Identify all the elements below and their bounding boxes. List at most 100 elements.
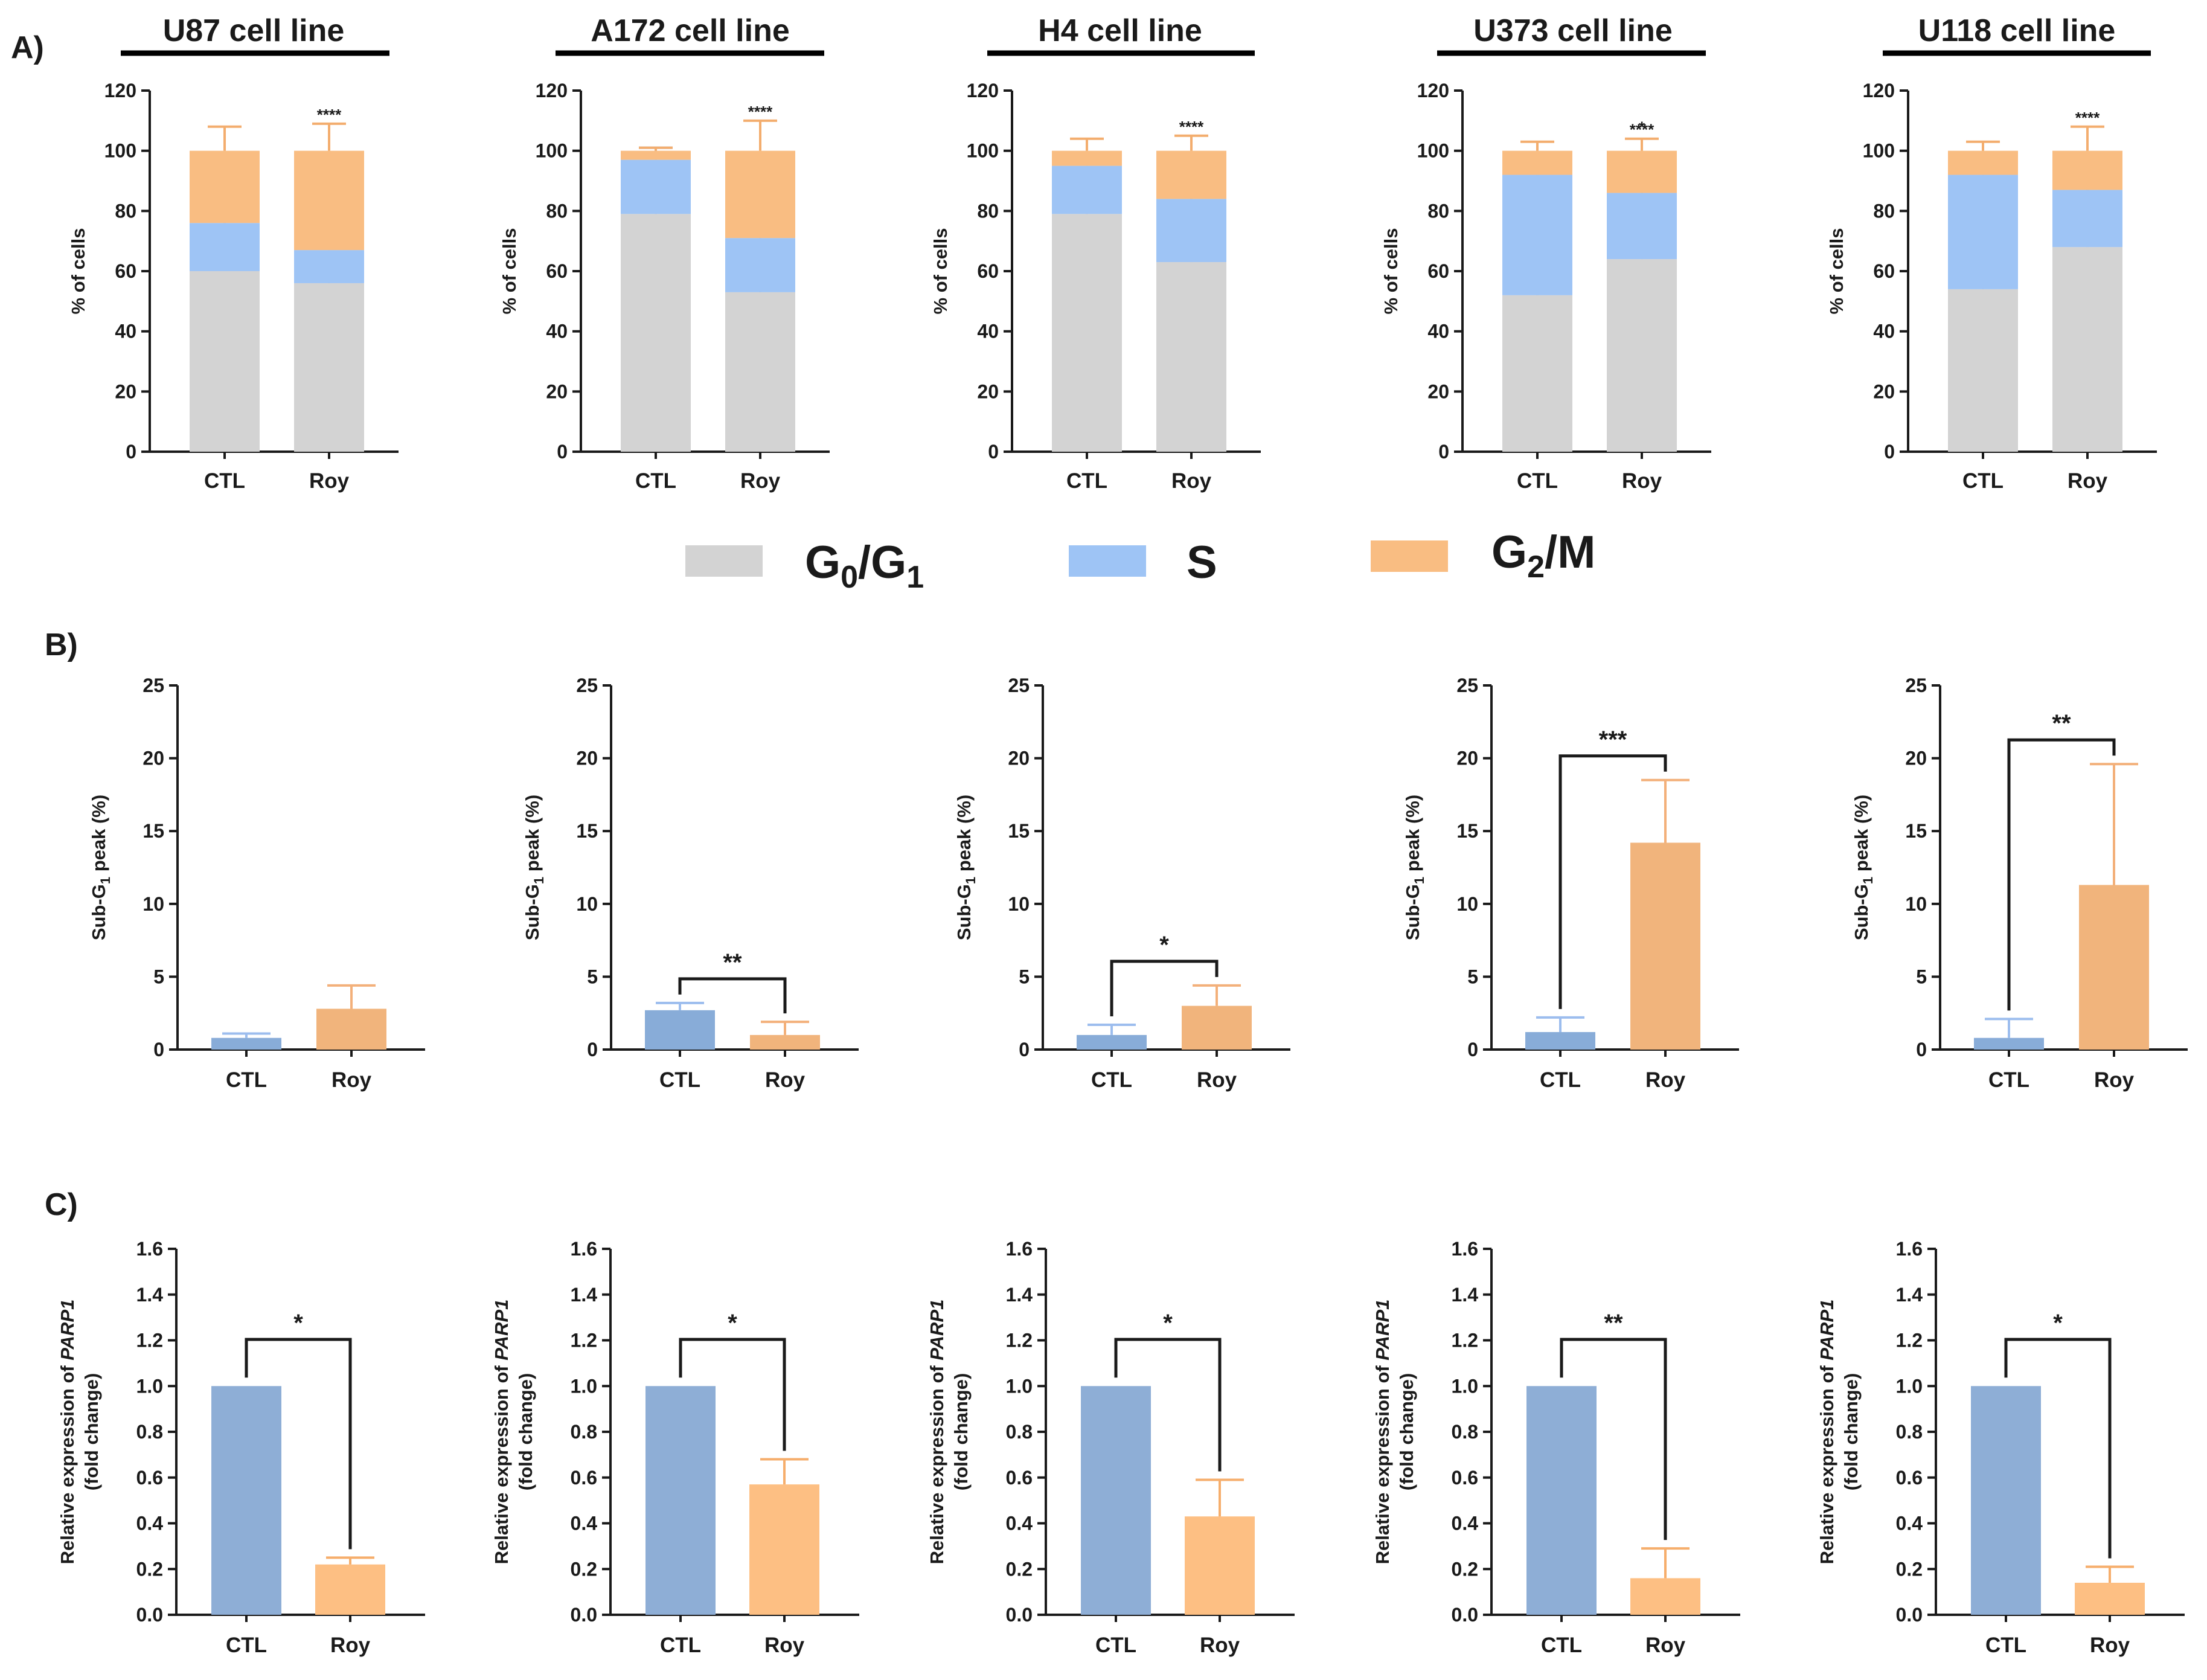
chart-c-ytick-label: 0.6 <box>1452 1467 1478 1489</box>
chart-a-category-label: CTL <box>1066 469 1107 493</box>
chart-a-ytick-label: 20 <box>115 380 136 402</box>
chart-c-significance: * <box>1163 1310 1173 1336</box>
chart-c-ytick-label: 0.0 <box>136 1604 163 1626</box>
chart-a-bar-segment <box>190 150 260 223</box>
chart-a-ytick-label: 100 <box>1417 140 1449 162</box>
chart-c-ytick-label: 1.2 <box>571 1330 597 1351</box>
chart-a-ylabel: % of cells <box>1826 228 1847 315</box>
chart-b-ytick-label: 15 <box>576 820 598 842</box>
legend-swatch-s <box>1069 545 1146 577</box>
chart-a-bar-segment <box>1502 295 1572 452</box>
chart-a-ylabel: % of cells <box>499 228 520 315</box>
chart-c-significance: ** <box>1604 1310 1623 1336</box>
chart-a-bar-segment <box>2052 247 2122 452</box>
chart-a-bar-segment <box>725 150 795 239</box>
chart-a-ytick-label: 100 <box>967 140 999 162</box>
chart-a-ytick-label: 100 <box>1863 140 1895 162</box>
chart-a-ytick-label: 0 <box>557 441 568 463</box>
chart-b-category-label: Roy <box>1645 1068 1686 1092</box>
chart-a-significance: * <box>1639 118 1645 136</box>
chart-b-ylabel: Sub-G1 peak (%) <box>1851 795 1875 940</box>
chart-b-ytick-label: 20 <box>1905 748 1927 769</box>
chart-b-category-label: CTL <box>1988 1068 2029 1092</box>
chart-b-bar <box>2079 885 2149 1050</box>
chart-b-ytick-label: 20 <box>143 748 164 769</box>
chart-b-category-label: CTL <box>659 1068 700 1092</box>
legend: G0/G1 S G2/M <box>685 527 1595 595</box>
chart-a-bar-segment <box>190 271 260 452</box>
chart-c-bar <box>211 1386 281 1615</box>
panel-label-b: B) <box>45 627 78 662</box>
chart-c-ytick-label: 0.0 <box>1452 1604 1478 1626</box>
chart-c-ytick-label: 0.4 <box>571 1513 598 1534</box>
legend-label-g2m: G2/M <box>1491 527 1595 585</box>
chart-c-ytick-label: 1.0 <box>1896 1375 1923 1397</box>
chart-c-ytick-label: 0.8 <box>1006 1421 1033 1443</box>
chart-a-bar-segment <box>1156 150 1226 199</box>
chart-c-ytick-label: 0.0 <box>1896 1604 1923 1626</box>
chart-c-ylabel-line1: Relative expression of PARP1 <box>491 1300 512 1565</box>
chart-a-ytick-label: 120 <box>1417 80 1449 101</box>
chart-a-5: U118 cell line % of cells 0 20 40 60 80 100 120 C… <box>1826 13 2157 493</box>
chart-a-3: H4 cell line % of cells 0 20 40 60 80 100 120 CTL… <box>930 13 1261 493</box>
chart-c-1: Relative expression of PARP1(fold change… <box>57 1238 425 1657</box>
chart-a-ylabel: % of cells <box>930 228 951 315</box>
chart-b-bar <box>645 1010 715 1050</box>
chart-b-category-label: Roy <box>765 1068 806 1092</box>
chart-a-ytick-label: 40 <box>546 321 568 342</box>
chart-c-ytick-label: 0.2 <box>1006 1558 1033 1580</box>
chart-b-ytick-label: 15 <box>1008 820 1030 842</box>
chart-c-ylabel-line2: (fold change) <box>515 1373 536 1491</box>
chart-c-category-label: CTL <box>660 1634 701 1657</box>
chart-c-significance-bracket <box>1560 1338 1667 1541</box>
chart-b-ytick-label: 5 <box>1019 966 1030 987</box>
chart-a-ytick-label: 120 <box>104 80 136 101</box>
chart-c-ylabel-line1: Relative expression of PARP1 <box>1372 1300 1393 1565</box>
chart-b-ytick-label: 20 <box>1008 748 1030 769</box>
chart-c-category-label: Roy <box>330 1634 371 1657</box>
chart-c-significance-bracket <box>679 1338 786 1451</box>
legend-swatch-g2m <box>1371 540 1448 572</box>
chart-c-ylabel-line1: Relative expression of PARP1 <box>57 1300 78 1565</box>
chart-a-significance: **** <box>1179 118 1204 136</box>
chart-b-bar <box>1182 1005 1252 1050</box>
chart-c-bar <box>1526 1386 1597 1615</box>
chart-a-bar-segment <box>1156 199 1226 263</box>
chart-b-ytick-label: 25 <box>1008 675 1030 696</box>
chart-c-ytick-label: 0.4 <box>1452 1513 1479 1534</box>
chart-a-2: A172 cell line % of cells 0 20 40 60 80 100 120 C… <box>499 13 830 493</box>
chart-b-significance: ** <box>2052 710 2071 737</box>
chart-c-ylabel-line2: (fold change) <box>1840 1373 1862 1491</box>
chart-c-ytick-label: 0.0 <box>571 1604 597 1626</box>
chart-a-significance: **** <box>748 103 773 121</box>
chart-b-significance-bracket <box>678 977 787 1014</box>
chart-a-ytick-label: 80 <box>1873 200 1895 222</box>
chart-a-title: U87 cell line <box>163 13 345 48</box>
chart-c-category-label: Roy <box>764 1634 805 1657</box>
chart-a-ytick-label: 60 <box>1427 260 1449 282</box>
chart-c-ytick-label: 1.2 <box>136 1330 163 1351</box>
chart-b-1: Sub-G1 peak (%) 0 5 10 15 20 25 CTL Roy <box>88 675 425 1092</box>
chart-a-significance: **** <box>2075 109 2100 127</box>
chart-a-bar-segment <box>1607 150 1677 193</box>
chart-a-significance: **** <box>1630 121 1654 139</box>
chart-a-ytick-label: 20 <box>977 380 999 402</box>
chart-b-ytick-label: 20 <box>576 748 598 769</box>
chart-c-ytick-label: 1.0 <box>1006 1375 1033 1397</box>
chart-a-bar-segment <box>621 159 691 214</box>
chart-a-title: U118 cell line <box>1918 13 2116 48</box>
chart-a-bar-segment <box>1948 150 2018 175</box>
chart-c-ytick-label: 0.8 <box>571 1421 597 1443</box>
panel-a-cell-cycle: U87 cell line % of cells 0 20 40 60 80 100 120 CT… <box>68 13 2157 493</box>
chart-c-category-label: CTL <box>226 1634 267 1657</box>
chart-a-bar-segment <box>1052 214 1122 452</box>
chart-b-ytick-label: 0 <box>1916 1039 1927 1060</box>
chart-c-significance-bracket <box>245 1338 352 1550</box>
chart-b-significance: * <box>1159 932 1169 958</box>
chart-a-title: A172 cell line <box>591 13 790 48</box>
chart-b-ylabel: Sub-G1 peak (%) <box>1402 795 1427 940</box>
chart-b-ytick-label: 10 <box>576 893 598 915</box>
chart-c-ylabel-line2: (fold change) <box>950 1373 972 1491</box>
chart-c-ytick-label: 1.0 <box>1452 1375 1478 1397</box>
chart-b-ytick-label: 25 <box>143 675 164 696</box>
